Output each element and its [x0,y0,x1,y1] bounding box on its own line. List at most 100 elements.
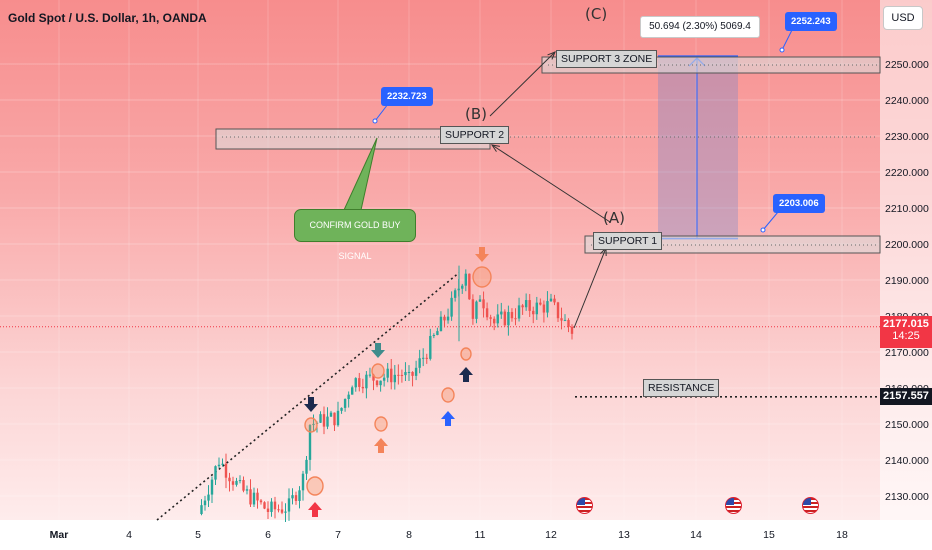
candle-body [336,410,340,426]
event-circle [472,266,492,288]
y-tick-label: 2240.000 [885,95,929,107]
callout-pointer [762,211,779,231]
us-flag-event-icon[interactable] [802,497,819,514]
candle-body [228,477,231,482]
callout-anchor [372,118,378,124]
resistance-label: RESISTANCE [643,379,720,397]
candle-body [358,378,361,387]
candle-body [326,416,329,427]
candle-body [365,374,368,389]
candle-body [351,387,354,395]
us-flag-event-icon[interactable] [576,497,593,514]
candle-body [503,311,507,326]
event-circle [306,476,324,496]
x-tick-label: 13 [618,529,630,541]
candle-body [510,311,514,319]
candle-body [343,399,347,408]
candle-body [340,407,343,411]
x-tick-label: 18 [836,529,848,541]
candle-body [436,331,439,336]
candle-body [259,500,263,503]
candle-body [514,318,517,320]
up-arrow-icon [308,502,322,517]
candle-body [291,495,294,499]
candle-body [485,308,489,318]
candle-body [432,335,436,337]
bar-countdown: 14:25 [892,330,920,342]
measure-label: 50.694 (2.30%) 5069.4 [640,16,760,38]
candle-body [500,311,503,315]
y-tick-label: 2140.000 [885,455,929,467]
candle-body [256,492,259,501]
candle-body [521,305,524,308]
candle-body [245,489,249,491]
candle-body [301,473,305,491]
up-arrow-icon [441,411,455,426]
candle-body [414,367,418,376]
x-tick-label: 8 [406,529,412,541]
candle-body [298,490,301,501]
candle-body [231,481,235,485]
candle-body [252,492,256,505]
candle-body [400,374,404,376]
resistance-price-tag: 2157.557 [880,388,932,405]
x-tick-label: 12 [545,529,557,541]
event-circle [460,347,472,361]
candle-body [507,311,510,326]
down-arrow-icon [304,397,318,412]
candle-body [242,480,245,491]
y-tick-label: 2170.000 [885,347,929,359]
candle-body [407,371,411,373]
measure-range [658,56,738,239]
buy-signal-note: CONFIRM GOLD BUY SIGNAL [294,209,416,261]
candle-body [273,501,277,510]
callout-anchor [760,227,766,233]
arrow-to-support3 [489,51,556,117]
point-c-label: (C) [585,5,608,23]
candle-body [532,310,535,315]
candle-body [464,273,467,286]
candle-body [563,319,567,321]
x-tick-label: 6 [265,529,271,541]
candle-body [468,273,471,300]
candle-body [322,414,326,427]
candle-body [319,414,322,423]
us-flag-event-icon[interactable] [725,497,742,514]
up-arrow-icon [374,438,388,453]
candle-body [277,509,280,511]
candle-body [284,511,287,513]
support2-label: SUPPORT 2 [440,126,510,144]
candle-body [570,326,574,334]
event-circle [371,363,385,379]
currency-button[interactable]: USD [883,6,923,30]
arrow-to-support2 [491,144,611,223]
y-tick-label: 2250.000 [885,59,929,71]
candle-body [535,302,538,315]
callout-anchor [779,47,785,53]
candle-body [280,509,284,513]
candle-body [287,498,291,512]
candle-body [305,459,308,474]
callout-support2: 2232.723 [381,87,433,106]
support1-label: SUPPORT 1 [593,232,663,250]
candle-body [263,502,266,509]
callout-pointer [781,29,793,51]
candle-body [333,412,336,426]
support3-label: SUPPORT 3 ZONE [556,50,658,68]
candle-body [210,479,214,495]
y-tick-label: 2190.000 [885,275,929,287]
x-tick-label: 15 [763,529,775,541]
x-tick-label: 14 [690,529,702,541]
candle-body [224,463,228,478]
down-arrow-icon [371,343,385,358]
candle-body [249,489,252,505]
candle-body [446,316,450,321]
candle-body [443,316,446,321]
candle-body [411,371,414,376]
candle-body [567,319,570,327]
candle-body [478,299,482,302]
candle-body [390,368,393,383]
candle-body [496,314,499,324]
